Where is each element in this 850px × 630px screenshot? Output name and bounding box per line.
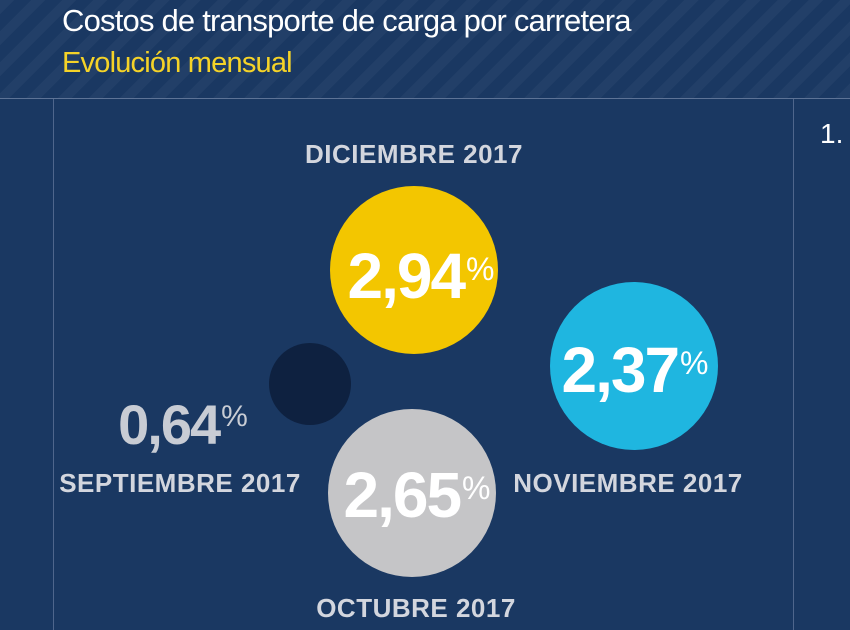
value-label-septiembre: 0,64% xyxy=(118,393,247,456)
next-section-number: 1. xyxy=(820,118,844,149)
month-label-octubre: OCTUBRE 2017 xyxy=(316,593,516,623)
bubble-octubre xyxy=(328,409,496,577)
chart-subtitle: Evolución mensual xyxy=(62,47,293,79)
percent-sign-diciembre: % xyxy=(466,251,494,287)
percent-sign-septiembre: % xyxy=(221,400,247,433)
right-divider xyxy=(793,99,794,630)
percent-sign-octubre: % xyxy=(462,470,490,506)
month-label-diciembre: DICIEMBRE 2017 xyxy=(305,139,523,169)
month-label-noviembre: NOVIEMBRE 2017 xyxy=(513,468,743,498)
bubble-noviembre xyxy=(550,282,718,450)
value-label-octubre: 2,65% xyxy=(343,459,490,531)
left-divider xyxy=(53,99,54,630)
header-banner: Costos de transporte de carga por carret… xyxy=(0,0,850,99)
month-label-septiembre: SEPTIEMBRE 2017 xyxy=(59,468,301,498)
percent-sign-noviembre: % xyxy=(680,345,708,381)
bubble-septiembre xyxy=(269,343,351,425)
chart-title: Costos de transporte de carga por carret… xyxy=(62,3,632,38)
bubble-diciembre xyxy=(330,186,498,354)
